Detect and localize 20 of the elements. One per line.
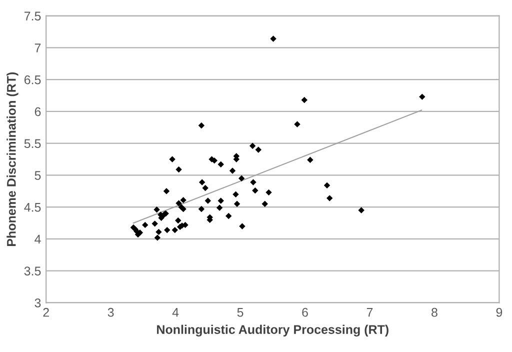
x-tick-label: 6 bbox=[302, 308, 308, 317]
x-axis-title: Nonlinguistic Auditory Processing (RT) bbox=[157, 324, 388, 336]
y-tick-label: 6 bbox=[34, 107, 41, 116]
x-tick-label: 9 bbox=[496, 308, 502, 317]
x-tick-label: 5 bbox=[237, 308, 244, 317]
x-tick-label: 3 bbox=[108, 308, 114, 317]
y-tick-label: 5 bbox=[34, 171, 41, 180]
y-axis-title: Phoneme Discrimination (RT) bbox=[6, 72, 18, 246]
x-tick-label: 2 bbox=[43, 308, 49, 317]
y-tick-label: 3.5 bbox=[24, 266, 41, 276]
y-tick-label: 4 bbox=[34, 234, 41, 244]
y-tick-label: 7.5 bbox=[24, 12, 41, 20]
x-tick-label: 8 bbox=[432, 308, 438, 317]
y-tick-label: 3 bbox=[34, 298, 41, 308]
y-tick-label: 6.5 bbox=[24, 75, 41, 84]
x-tick-label: 7 bbox=[366, 308, 373, 317]
y-tick-label: 7 bbox=[34, 44, 41, 52]
x-tick-label: 4 bbox=[172, 308, 179, 317]
y-tick-label: 5.5 bbox=[24, 139, 41, 148]
y-tick-label: 4.5 bbox=[24, 203, 41, 212]
